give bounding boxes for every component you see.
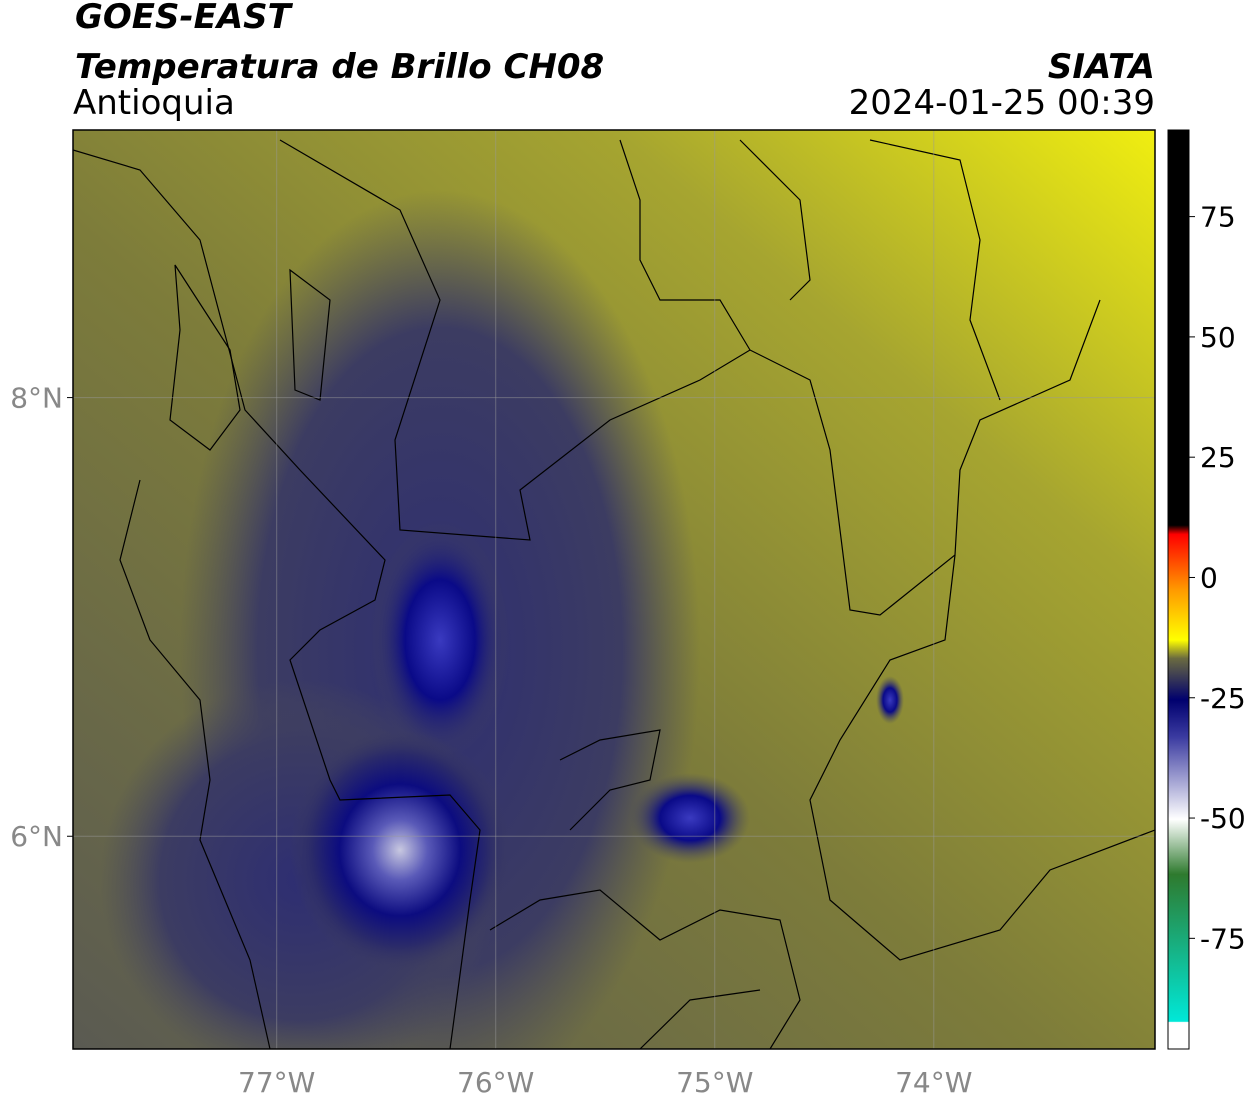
colorbar-tick-label: 0 xyxy=(1200,561,1218,594)
source: SIATA xyxy=(1048,47,1155,87)
colorbar xyxy=(1167,129,1190,1050)
cold-core xyxy=(876,676,904,724)
colorbar-tick-label: 25 xyxy=(1200,441,1236,474)
lat-tick-label: 6°N xyxy=(10,820,63,853)
cold-core xyxy=(290,730,510,970)
map-frame xyxy=(72,129,1156,1050)
lat-tick-label: 8°N xyxy=(10,382,63,415)
region: Antioquia xyxy=(73,83,235,123)
subtitle: Temperatura de Brillo CH08 xyxy=(75,47,604,87)
colorbar-tick-label: -75 xyxy=(1200,922,1246,955)
colorbar-tick-label: -25 xyxy=(1200,682,1246,715)
map-field xyxy=(73,130,1155,1049)
borders xyxy=(73,139,1155,1049)
colorbar-tick-label: 75 xyxy=(1200,201,1236,234)
lon-tick-label: 75°W xyxy=(676,1066,753,1099)
lon-tick-label: 74°W xyxy=(895,1066,972,1099)
colorbar-tick-label: -50 xyxy=(1200,802,1246,835)
datetime: 2024-01-25 00:39 xyxy=(849,83,1155,123)
grid xyxy=(73,130,1155,1049)
title: GOES-EAST xyxy=(75,0,294,37)
lon-tick-label: 76°W xyxy=(457,1066,534,1099)
lon-tick-label: 77°W xyxy=(238,1066,315,1099)
cold-core xyxy=(630,773,750,863)
cold-core xyxy=(370,520,510,760)
colorbar-tick-label: 50 xyxy=(1200,321,1236,354)
